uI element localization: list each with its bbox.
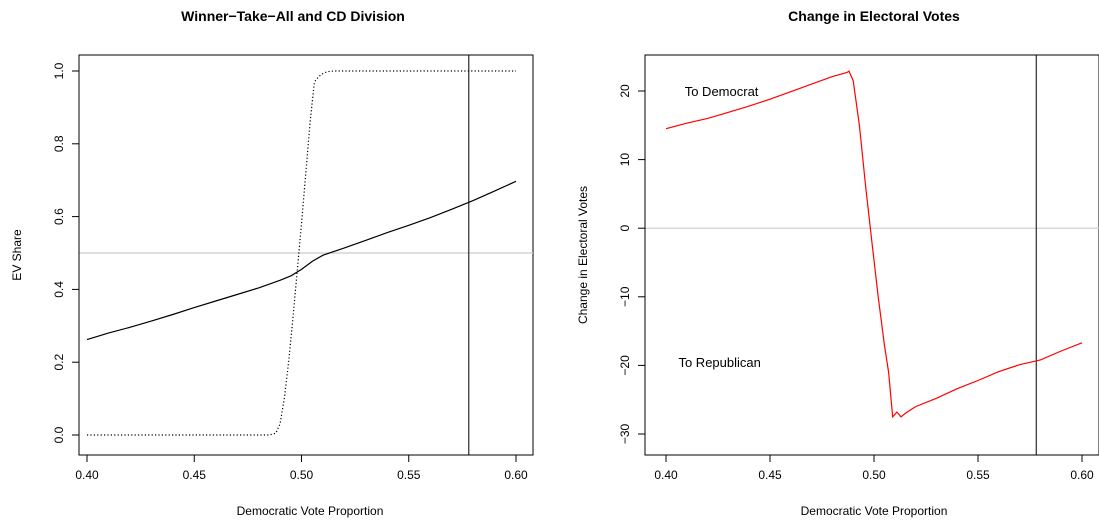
x-tick-label: 0.60 <box>504 468 528 482</box>
y-axis-label: Change in Electoral Votes <box>576 186 590 324</box>
x-tick-label: 0.45 <box>758 468 782 482</box>
x-tick-label: 0.40 <box>654 468 678 482</box>
chart-title: Change in Electoral Votes <box>788 8 960 24</box>
annotation-label: To Republican <box>678 355 760 370</box>
plot-marks: 0.40 0.45 0.50 0.55 0.60 0.0 0.2 0.4 0.6 0.8 1.0 <box>52 55 533 482</box>
y-tick-label: 1.0 <box>52 62 66 79</box>
x-tick-label: 0.40 <box>75 468 99 482</box>
annotation-label: To Democrat <box>685 84 759 99</box>
plot-frame <box>78 54 534 456</box>
y-tick-label: 10 <box>618 153 632 167</box>
y-axis-label: EV Share <box>10 229 24 281</box>
y-tick-label: −10 <box>618 286 632 307</box>
y-tick-label: 0.8 <box>52 135 66 152</box>
y-tick-label: 0 <box>618 225 632 232</box>
y-tick-label: −30 <box>618 423 632 444</box>
plot-marks: 0.40 0.45 0.50 0.55 0.60 −30 −20 −10 0 10 20 To Dem… <box>618 55 1099 482</box>
x-tick-label: 0.55 <box>397 468 421 482</box>
y-tick-label: 0.4 <box>52 281 66 298</box>
x-tick-label: 0.55 <box>966 468 990 482</box>
solid-series-line <box>665 70 1083 419</box>
y-tick-label: 20 <box>618 84 632 98</box>
solid-series-line <box>86 180 517 341</box>
x-tick-label: 0.50 <box>862 468 886 482</box>
x-tick-label: 0.45 <box>183 468 207 482</box>
y-tick-label: 0.2 <box>52 354 66 371</box>
x-tick-label: 0.50 <box>290 468 314 482</box>
ev-change-panel: Change in Electoral Votes Democratic Vot… <box>576 8 1099 518</box>
x-axis-label: Democratic Vote Proportion <box>801 504 948 518</box>
plot-frame <box>644 54 1099 456</box>
y-tick-label: −20 <box>618 355 632 376</box>
y-tick-label: 0.6 <box>52 208 66 225</box>
x-axis-label: Democratic Vote Proportion <box>237 504 384 518</box>
y-tick-label: 0.0 <box>52 426 66 443</box>
dotted-series-line <box>87 70 516 436</box>
x-tick-label: 0.60 <box>1070 468 1094 482</box>
ev-share-panel: Winner−Take−All and CD Division Democrat… <box>10 8 534 518</box>
chart-title: Winner−Take−All and CD Division <box>181 8 405 24</box>
